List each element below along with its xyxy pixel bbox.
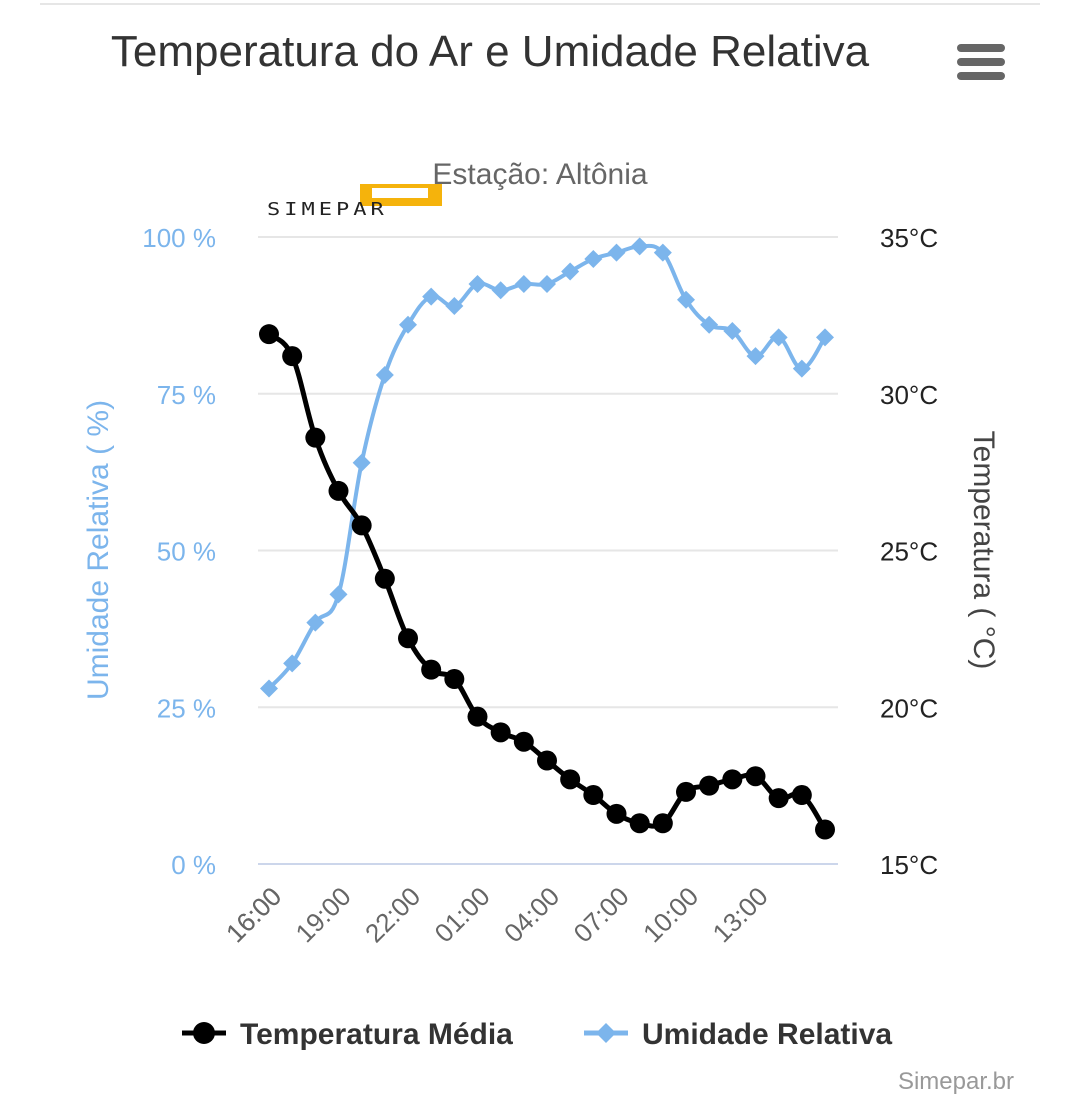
- legend-temperature-marker: [193, 1022, 215, 1044]
- temperature-point: [305, 427, 326, 448]
- humidity-point: [468, 275, 487, 294]
- humidity-point: [260, 679, 278, 698]
- y-right-tick-label: 25°C: [880, 537, 938, 567]
- x-tick-label: 01:00: [429, 881, 496, 948]
- y-left-tick-label: 75 %: [157, 380, 216, 410]
- humidity-point: [491, 281, 510, 300]
- temperature-point: [444, 669, 465, 690]
- temperature-point: [629, 813, 650, 834]
- humidity-point: [723, 322, 742, 341]
- y-left-tick-label: 100 %: [142, 223, 216, 253]
- humidity-point: [816, 328, 834, 347]
- x-tick-label: 16:00: [220, 881, 287, 948]
- humidity-point: [422, 287, 441, 306]
- temperature-point: [699, 775, 720, 796]
- humidity-point: [792, 359, 811, 378]
- y-right-axis-title: Temperatura ( °C): [967, 431, 1000, 670]
- humidity-point: [399, 315, 417, 334]
- humidity-series-line: [267, 243, 827, 691]
- logo-mark: [360, 184, 442, 206]
- legend-humidity-marker: [596, 1023, 616, 1043]
- y-left-tick-label: 25 %: [157, 693, 216, 723]
- temperature-point: [560, 769, 581, 790]
- temperature-point: [328, 480, 349, 501]
- simepar-logo: SIMEPAR: [265, 180, 445, 228]
- temperature-point: [467, 706, 488, 727]
- humidity-point: [584, 249, 603, 268]
- temperature-point: [815, 819, 835, 840]
- humidity-point: [700, 315, 719, 334]
- humidity-point: [375, 365, 394, 384]
- chart-title: Temperatura do Ar e Umidade Relativa: [110, 27, 870, 76]
- top-divider: [40, 3, 1040, 5]
- y-left-tick-label: 50 %: [157, 537, 216, 567]
- temperature-point: [351, 515, 372, 536]
- humidity-point: [538, 275, 556, 294]
- temperature-point: [583, 785, 604, 806]
- temperature-point: [490, 722, 511, 743]
- x-tick-label: 04:00: [498, 881, 565, 948]
- x-tick-label: 19:00: [290, 881, 357, 948]
- credits-link[interactable]: Simepar.br: [897, 1068, 1014, 1095]
- legend-humidity-label: Umidade Relativa: [642, 1018, 892, 1051]
- humidity-point: [561, 262, 580, 281]
- temperature-point: [652, 813, 673, 834]
- humidity-point: [306, 613, 325, 632]
- temperature-point: [259, 324, 279, 345]
- temperature-point: [791, 785, 812, 806]
- humidity-point: [329, 585, 348, 604]
- temperature-point: [606, 803, 627, 824]
- humidity-point: [283, 654, 302, 673]
- y-right-tick-label: 20°C: [880, 693, 938, 723]
- humidity-point: [677, 290, 695, 309]
- temperature-point: [421, 659, 442, 680]
- humidity-point: [653, 243, 672, 262]
- chart-subtitle: Estação: Altônia: [432, 158, 648, 191]
- temperature-point: [398, 628, 418, 649]
- legend-temperature-label: Temperatura Média: [240, 1018, 513, 1051]
- temperature-point: [513, 731, 534, 752]
- x-tick-label: 22:00: [359, 881, 426, 948]
- humidity-point: [769, 328, 788, 347]
- humidity-point: [630, 237, 649, 256]
- humidity-point: [514, 275, 533, 294]
- temperature-point: [745, 766, 766, 787]
- y-left-tick-label: 0 %: [171, 850, 216, 880]
- x-tick-label: 10:00: [637, 881, 704, 948]
- humidity-point: [746, 347, 765, 366]
- humidity-point: [352, 453, 371, 472]
- temperature-point: [537, 750, 557, 771]
- temperature-point: [722, 769, 743, 790]
- temperature-point: [282, 346, 303, 367]
- x-tick-label: 13:00: [707, 881, 774, 948]
- temperature-point: [374, 568, 395, 589]
- humidity-point: [607, 243, 626, 262]
- temperature-point: [676, 781, 696, 802]
- y-right-tick-label: 30°C: [880, 380, 938, 410]
- y-right-tick-label: 35°C: [880, 223, 938, 253]
- chart-menu-button[interactable]: [955, 44, 1007, 84]
- y-right-tick-label: 15°C: [880, 850, 938, 880]
- humidity-point: [445, 296, 464, 315]
- temperature-point: [768, 788, 789, 809]
- logo-text: SIMEPAR: [267, 200, 388, 220]
- y-left-axis-title: Umidade Relativa ( %): [82, 400, 115, 700]
- x-tick-label: 07:00: [568, 881, 635, 948]
